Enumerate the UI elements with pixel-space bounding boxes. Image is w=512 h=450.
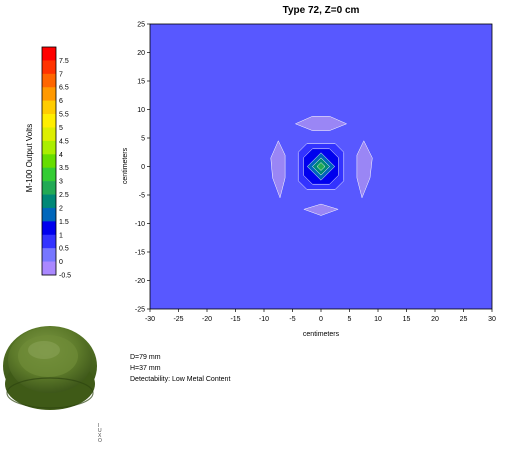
- colorbar-border: [41, 46, 57, 276]
- contour-ring-2.5: [316, 162, 326, 171]
- colorbar-tick-label: 5: [59, 125, 63, 132]
- x-tick-label: -5: [289, 316, 295, 323]
- chart-title: Type 72, Z=0 cm: [283, 5, 360, 16]
- colorbar-swatch: [42, 181, 56, 195]
- colorbar-swatch: [42, 194, 56, 209]
- y-axis-label: centimeters: [122, 147, 129, 184]
- x-tick-label: 25: [460, 316, 468, 323]
- x-tick-label: -20: [202, 316, 212, 323]
- y-tick-label: 25: [137, 22, 145, 29]
- colorbar-swatch: [42, 207, 56, 222]
- colorbar-swatch: [42, 60, 56, 75]
- colorbar-swatch: [42, 167, 56, 182]
- colorbar-tick-label: -0.5: [59, 273, 71, 280]
- colorbar-swatch: [42, 154, 56, 169]
- x-tick-label: -25: [173, 316, 183, 323]
- contour-lobe-bottom: [303, 203, 339, 216]
- colorbar-tick-label: 1.5: [59, 219, 69, 226]
- colorbar-tick-label: 2: [59, 205, 63, 212]
- colorbar-swatch: [42, 140, 56, 155]
- contour-lobe-top: [295, 116, 347, 131]
- colorbar-tick-label: 3.5: [59, 165, 69, 172]
- x-tick-label: 15: [403, 316, 411, 323]
- colorbar-label: M-100 Output Volts: [25, 124, 34, 192]
- colorbar-swatch: [42, 47, 56, 61]
- y-tick-label: -25: [135, 307, 145, 314]
- colorbar-tick-label: 3: [59, 179, 63, 186]
- colorbar-tick-label: 6: [59, 98, 63, 105]
- mine-diameter: D=79 mm: [130, 354, 161, 361]
- x-tick-label: 0: [319, 316, 323, 323]
- y-tick-label: -15: [135, 250, 145, 257]
- colorbar-tick-label: 4.5: [59, 138, 69, 145]
- colorbar-tick-label: 5.5: [59, 112, 69, 119]
- colorbar-tick-label: 0.5: [59, 246, 69, 253]
- x-tick-label: 5: [348, 316, 352, 323]
- colorbar-swatch: [42, 73, 56, 88]
- mine-height: H=37 mm: [130, 365, 161, 372]
- y-tick-label: 10: [137, 107, 145, 114]
- colorbar-swatch: [42, 261, 56, 276]
- colorbar-tick-label: 7.5: [59, 58, 69, 65]
- y-tick-label: -20: [135, 278, 145, 285]
- colorbar-tick-label: 0: [59, 259, 63, 266]
- contour-lobe-right: [356, 140, 373, 199]
- y-tick-label: 5: [141, 136, 145, 143]
- x-tick-label: -30: [145, 316, 155, 323]
- colorbar-swatch: [42, 221, 56, 236]
- colorbar-tick-label: 4: [59, 152, 63, 159]
- y-tick-label: 0: [141, 164, 145, 171]
- x-tick-label: -15: [230, 316, 240, 323]
- x-tick-label: 30: [488, 316, 496, 323]
- x-tick-label: 20: [431, 316, 439, 323]
- colorbar-swatch: [42, 234, 56, 249]
- colorbar-swatch: [42, 127, 56, 142]
- landmine-image: [3, 326, 97, 410]
- x-axis-label: centimeters: [303, 331, 340, 338]
- colorbar-tick-label: 2.5: [59, 192, 69, 199]
- colorbar-swatch: [42, 114, 56, 128]
- colorbar-swatch: [42, 87, 56, 101]
- x-tick-label: -10: [259, 316, 269, 323]
- contour-lobe-left: [270, 140, 286, 199]
- colorbar-tick-label: 7: [59, 71, 63, 78]
- x-tick-label: 10: [374, 316, 382, 323]
- colorbar-tick-label: 6.5: [59, 85, 69, 92]
- y-tick-label: -10: [135, 221, 145, 228]
- logo-mark: I U X O: [98, 423, 102, 444]
- y-tick-label: -5: [139, 193, 145, 200]
- colorbar-tick-label: 1: [59, 232, 63, 239]
- colorbar-swatch: [42, 248, 56, 262]
- mine-detectability: Detectability: Low Metal Content: [130, 376, 231, 383]
- y-tick-label: 15: [137, 79, 145, 86]
- y-tick-label: 20: [137, 50, 145, 57]
- colorbar-swatch: [42, 100, 56, 115]
